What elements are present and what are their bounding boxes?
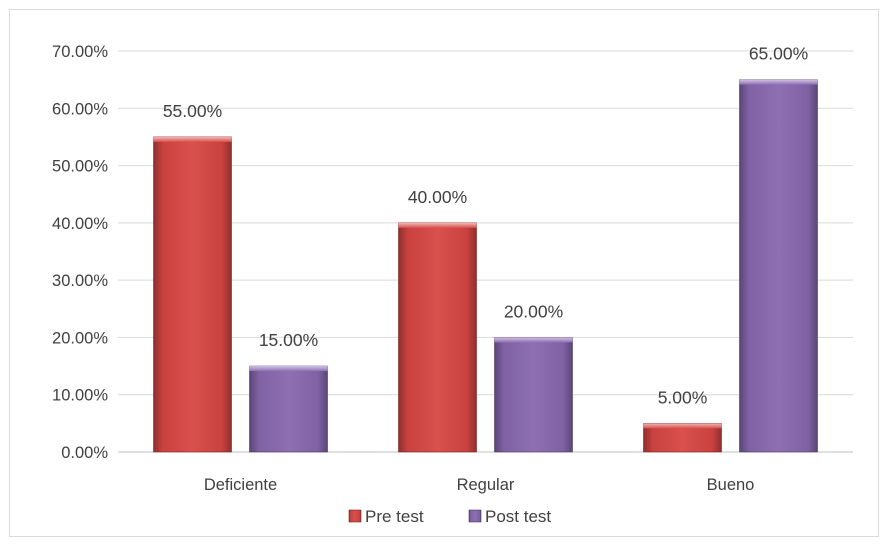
- data-label: 20.00%: [504, 301, 563, 321]
- bar-bevel: [249, 366, 328, 372]
- bar-post-test-deficiente: [249, 365, 328, 453]
- y-tick-label: 50.00%: [52, 158, 108, 176]
- data-label: 65.00%: [749, 44, 808, 64]
- bar-bevel: [643, 423, 722, 429]
- y-tick-label: 0.00%: [61, 444, 108, 462]
- bar-bevel: [153, 136, 232, 142]
- category-label: Bueno: [707, 476, 755, 494]
- y-tick-label: 40.00%: [52, 215, 108, 233]
- y-tick-label: 60.00%: [52, 100, 108, 118]
- bar-bevel: [739, 79, 818, 85]
- legend-label-post-test: Post test: [485, 507, 551, 526]
- data-label: 15.00%: [259, 330, 318, 350]
- data-label: 55.00%: [163, 101, 222, 121]
- legend-label-pre-test: Pre test: [365, 507, 424, 526]
- y-tick-label: 20.00%: [52, 329, 108, 347]
- data-label: 5.00%: [658, 387, 708, 407]
- legend-swatch-post-test: [468, 509, 482, 523]
- data-label: 40.00%: [408, 187, 467, 207]
- bar-pre-test-regular: [398, 222, 477, 453]
- y-tick-label: 30.00%: [52, 272, 108, 290]
- bar-bevel: [398, 222, 477, 228]
- category-label: Deficiente: [204, 476, 277, 494]
- bar-pre-test-deficiente: [153, 136, 232, 453]
- y-tick-label: 10.00%: [52, 387, 108, 405]
- legend-swatch-pre-test: [348, 509, 362, 523]
- category-label: Regular: [457, 476, 515, 494]
- bar-post-test-bueno: [739, 79, 818, 453]
- bar-post-test-regular: [494, 337, 573, 453]
- bar-bevel: [494, 337, 573, 343]
- y-tick-label: 70.00%: [52, 43, 108, 61]
